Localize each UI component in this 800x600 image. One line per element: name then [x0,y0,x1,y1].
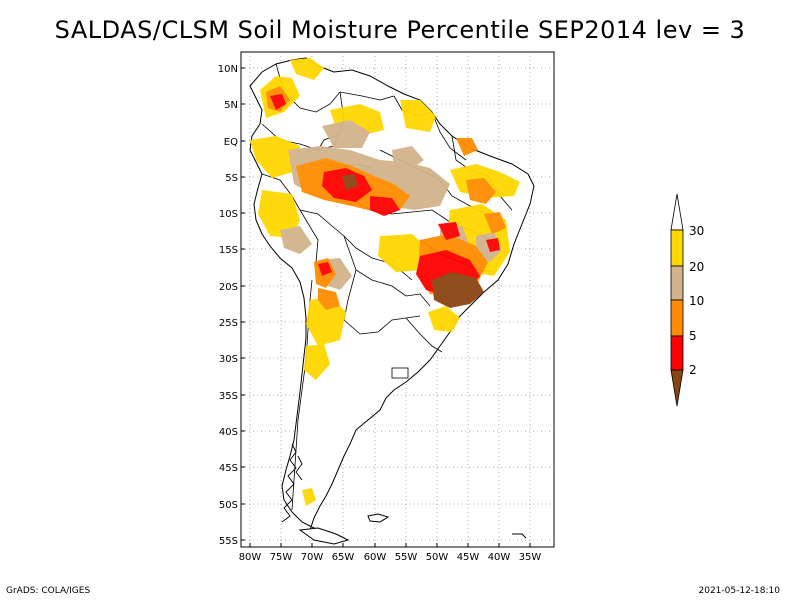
island-east [512,533,527,539]
footer-credit: GrADS: COLA/IGES [6,586,91,596]
legend-swatch-5-10 [670,299,684,337]
lat-label: 10S [219,209,238,220]
lat-label: 15S [219,245,238,256]
legend-swatch-10-20 [670,265,684,301]
lat-label: 10N [218,64,238,75]
legend-label: 2 [689,363,697,377]
lat-label: 55S [219,536,238,547]
lon-label: 65W [332,552,355,563]
legend-label: 10 [689,294,704,308]
legend-swatch-20-30 [670,229,684,267]
legend-swatch-2-5 [670,335,684,371]
lat-label: 5N [224,100,238,111]
lat-label: 35S [219,391,238,402]
patagonia-coast-fragments [281,443,303,523]
footer-timestamp: 2021-05-12-18:10 [698,586,781,596]
tierra-del-fuego [298,527,350,545]
lon-label: 35W [519,552,542,563]
lat-label: 5S [225,173,238,184]
legend-label: 20 [689,260,704,274]
legend-labels: 2 5 10 20 30 [689,224,704,377]
lat-label: 50S [219,500,238,511]
lon-label: 75W [270,552,293,563]
legend-swatch-lt2 [670,369,684,407]
lon-label: 40W [488,552,511,563]
lon-label: 70W [301,552,324,563]
lat-label: EQ [224,137,238,148]
percentile-shading [250,58,520,506]
lat-label: 30S [219,354,238,365]
lon-label: 55W [395,552,418,563]
color-legend [670,193,684,407]
legend-label: 30 [689,224,704,238]
falkland-islands [367,513,390,523]
legend-swatch-gt30 [670,193,684,231]
lon-label: 80W [239,552,262,563]
lat-label: 45S [219,463,238,474]
legend-label: 5 [689,329,697,343]
lat-label: 40S [219,427,238,438]
longitude-labels: 80W 75W 70W 65W 60W 55W 50W 45W 40W 35W [239,552,542,563]
map-title: SALDAS/CLSM Soil Moisture Percentile SEP… [54,16,746,44]
latitude-labels: 10N 5N EQ 5S 10S 15S 20S 25S 30S 35S 40S… [218,64,238,547]
lat-label: 25S [219,318,238,329]
lon-label: 50W [426,552,449,563]
lat-label: 20S [219,282,238,293]
frame-ticks [241,67,531,547]
lon-label: 45W [457,552,480,563]
lake-shape [391,367,409,379]
lon-label: 60W [364,552,387,563]
